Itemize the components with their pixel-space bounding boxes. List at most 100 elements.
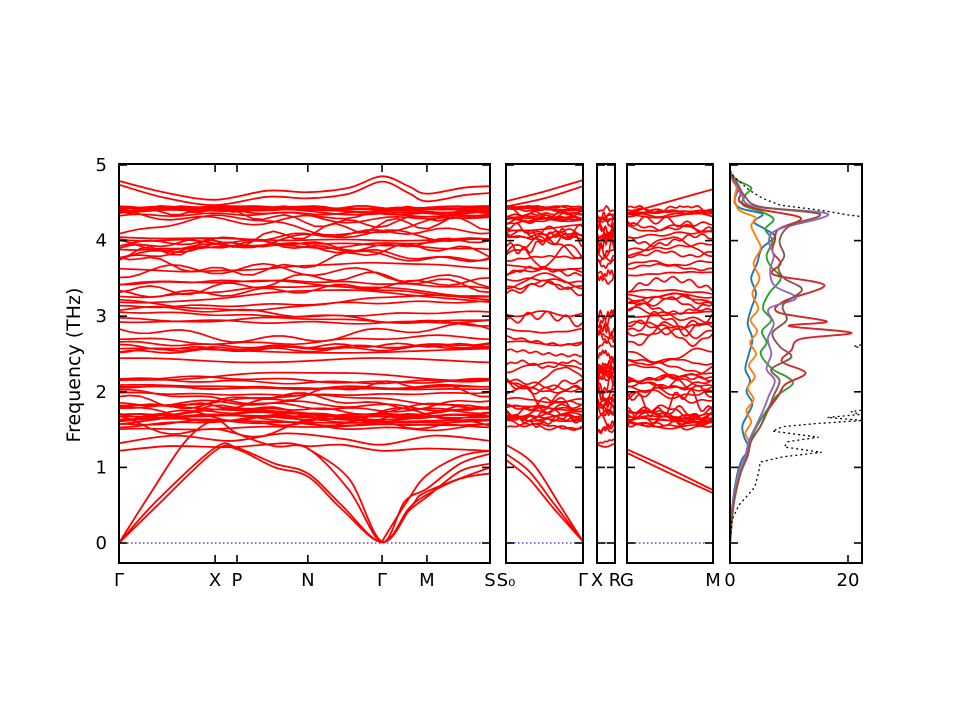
band-line (597, 269, 615, 282)
y-tick-label: 1 (96, 457, 107, 478)
band-line (506, 379, 583, 394)
x-tick-label: X (209, 570, 221, 591)
band-line (119, 237, 490, 250)
band-line (119, 383, 490, 391)
dos-partial-curve-orange (730, 173, 762, 544)
band-line (597, 327, 615, 344)
band-panel-3 (597, 205, 615, 544)
band-line (506, 405, 583, 413)
acoustic-branch (119, 444, 490, 544)
band-line (627, 230, 713, 239)
band-line (119, 279, 490, 290)
band-line (506, 411, 583, 423)
x-tick-label: Γ (114, 570, 124, 591)
band-line (119, 322, 490, 343)
band-line (597, 270, 615, 285)
acoustic-branch (506, 459, 583, 543)
dos-panel (730, 170, 862, 544)
top-band (506, 179, 583, 203)
band-line (119, 407, 490, 421)
band-line (597, 366, 615, 372)
y-tick-label: 2 (96, 382, 107, 403)
x-tick-label: Γ (377, 570, 387, 591)
x-tick-label: R (609, 570, 622, 591)
band-line (627, 306, 713, 325)
band-line (506, 265, 583, 277)
band-line (119, 300, 490, 309)
x-tick-label: X (591, 570, 603, 591)
band-line (119, 305, 490, 327)
band-line (506, 206, 583, 212)
band-line (506, 310, 583, 328)
band-line (597, 308, 615, 329)
band-panel-1 (119, 175, 490, 544)
dos-partial-curve-brown (730, 173, 822, 544)
panel-frame (596, 163, 616, 564)
panel-frame (729, 163, 863, 564)
band-line (506, 396, 583, 418)
acoustic-branch (506, 453, 583, 543)
band-line (119, 243, 490, 276)
band-line (597, 438, 615, 445)
band-line (597, 349, 615, 362)
band-line (119, 211, 490, 218)
band-line (119, 377, 490, 385)
band-line (119, 391, 490, 397)
band-line (627, 410, 713, 422)
band-line (119, 380, 490, 410)
band-line (627, 249, 713, 259)
band-line (597, 372, 615, 402)
band-line (119, 214, 490, 236)
band-line (627, 205, 713, 213)
band-line (506, 361, 583, 374)
band-line (119, 236, 490, 242)
acoustic-branch (627, 452, 713, 494)
band-panel-4 (627, 188, 713, 544)
band-line (627, 406, 713, 424)
x-tick-label: N (301, 570, 314, 591)
band-line (627, 221, 713, 232)
band-line (119, 375, 490, 384)
band-line (627, 412, 713, 421)
band-line (119, 289, 490, 304)
band-line (506, 279, 583, 290)
y-tick-label: 0 (96, 533, 107, 554)
band-line (119, 392, 490, 411)
band-line (627, 374, 713, 384)
band-line (627, 212, 713, 219)
band-line (119, 343, 490, 353)
band-line (506, 335, 583, 347)
band-line (119, 409, 490, 430)
band-line (627, 327, 713, 347)
band-line (627, 319, 713, 336)
band-line (506, 215, 583, 223)
panel-frame (505, 163, 584, 564)
dos-partial-curve-purple (730, 173, 829, 544)
band-line (119, 205, 490, 213)
band-line (597, 249, 615, 260)
y-tick-label: 5 (96, 155, 107, 176)
panel-frame (626, 163, 714, 564)
band-line (506, 384, 583, 411)
y-axis-label: Frequency (THz) (63, 287, 85, 443)
x-tick-label: G (620, 570, 634, 591)
band-line (506, 211, 583, 218)
band-line (627, 385, 713, 400)
band-line (627, 363, 713, 379)
dos-partial-curve-blue (730, 173, 776, 544)
x-tick-label: M (705, 570, 721, 591)
band-line (627, 270, 713, 277)
band-line (506, 366, 583, 390)
band-line (119, 241, 490, 262)
optical-band (597, 442, 615, 448)
band-line (506, 254, 583, 262)
dos-total-curve (730, 170, 862, 544)
band-line (119, 414, 490, 424)
x-tick-label: S (484, 570, 495, 591)
acoustic-branch (627, 448, 713, 491)
band-line (597, 414, 615, 430)
band-line (627, 386, 713, 404)
